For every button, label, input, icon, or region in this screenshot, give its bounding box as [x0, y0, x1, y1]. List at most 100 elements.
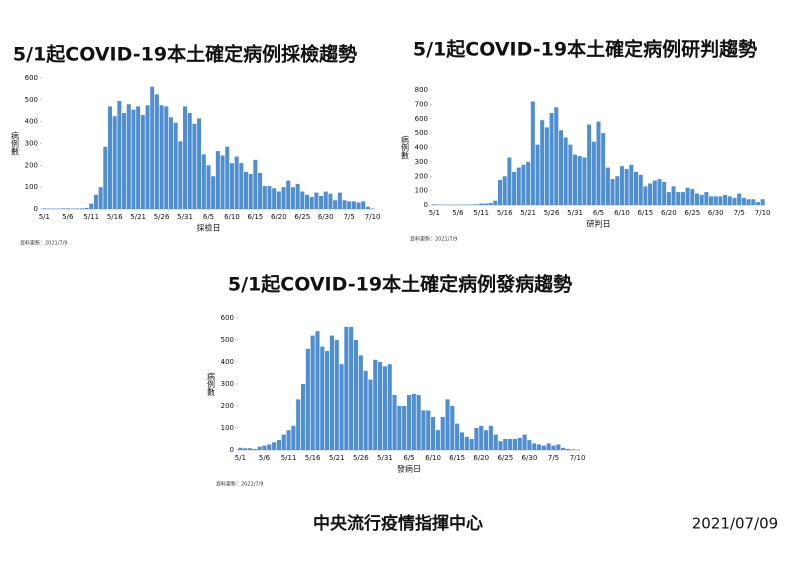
bar [188, 113, 192, 209]
bar [99, 187, 103, 209]
bar [206, 165, 210, 209]
x-tick-label: 6/10 [614, 209, 630, 217]
y-tick-label: 0 [424, 201, 428, 209]
bar [352, 201, 356, 209]
bar [681, 192, 685, 205]
bar [359, 355, 363, 450]
bar [373, 360, 377, 450]
bar [349, 327, 353, 450]
bar [160, 105, 164, 209]
bar [426, 410, 430, 450]
update-note: 資料更新：2021/7/9 [216, 481, 263, 488]
x-tick-label: 5/16 [107, 213, 123, 221]
bar [361, 201, 365, 209]
x-tick-label: 6/25 [497, 454, 513, 462]
bar [527, 440, 531, 450]
bar [526, 162, 530, 205]
y-tick-label: 500 [415, 129, 428, 137]
x-tick-label: 5/11 [473, 209, 489, 217]
bar [532, 443, 536, 450]
bar [291, 426, 295, 450]
bar [417, 395, 421, 450]
bar [169, 117, 173, 209]
bar [42, 208, 46, 209]
bar [634, 172, 638, 205]
bar [489, 203, 493, 205]
bar [263, 186, 267, 209]
bar [559, 130, 563, 205]
bar [494, 435, 498, 450]
bar [310, 197, 314, 209]
y-tick-label: 400 [415, 144, 428, 152]
bar [239, 163, 243, 209]
bar [366, 207, 370, 209]
bar [324, 192, 328, 209]
bar [667, 192, 671, 205]
bar [503, 439, 507, 450]
bar [742, 198, 746, 205]
bar [80, 208, 84, 209]
x-tick-label: 6/30 [708, 209, 724, 217]
bar [606, 168, 610, 205]
bar [436, 430, 440, 450]
bar [611, 179, 615, 205]
bar [601, 133, 605, 205]
bar [248, 448, 252, 450]
bar [311, 336, 315, 450]
bar [230, 163, 234, 209]
bar [296, 184, 300, 209]
bar [531, 102, 535, 206]
x-tick-label: 5/6 [62, 213, 74, 221]
bar [249, 174, 253, 209]
x-tick-label: 5/1 [39, 213, 50, 221]
bar [475, 204, 479, 205]
bar [517, 168, 521, 205]
bar [596, 122, 600, 205]
x-tick-label: 6/15 [638, 209, 654, 217]
bar [357, 202, 361, 209]
bar [484, 204, 488, 205]
bar [431, 417, 435, 450]
bar [554, 107, 558, 205]
x-axis-label: 採檢日 [197, 223, 221, 233]
y-tick-label: 300 [221, 380, 234, 388]
bar [556, 445, 560, 451]
x-tick-label: 5/31 [377, 454, 393, 462]
bar [344, 327, 348, 450]
bar [498, 441, 502, 450]
y-tick-label: 300 [415, 158, 428, 166]
bar [756, 202, 760, 205]
x-tick-label: 6/5 [403, 454, 414, 462]
bar [131, 110, 135, 209]
bar [216, 151, 220, 209]
bar [178, 141, 182, 209]
y-tick-label: 500 [25, 96, 38, 104]
bar [235, 157, 239, 209]
x-tick-label: 5/1 [429, 209, 440, 217]
bar [388, 364, 392, 450]
bar [676, 192, 680, 205]
y-tick-label: 100 [221, 424, 234, 432]
bar [122, 113, 126, 209]
footer-agency: 中央流行疫情指揮中心 [313, 513, 483, 534]
bar [291, 187, 295, 209]
y-tick-label: 600 [221, 314, 234, 322]
bar [737, 194, 741, 206]
x-tick-label: 5/21 [329, 454, 345, 462]
y-axis-label: 病例數 [401, 135, 410, 161]
bar [513, 439, 517, 450]
bar [639, 175, 643, 205]
bar [117, 101, 121, 209]
bar [474, 428, 478, 450]
bar [61, 208, 65, 209]
update-note: 資料更新：2021/7/9 [20, 240, 67, 247]
bar [402, 406, 406, 450]
x-tick-label: 7/10 [365, 213, 381, 221]
bar [342, 200, 346, 209]
bar [587, 125, 591, 206]
bar [761, 199, 765, 205]
bar [364, 371, 368, 450]
bar [183, 106, 187, 209]
